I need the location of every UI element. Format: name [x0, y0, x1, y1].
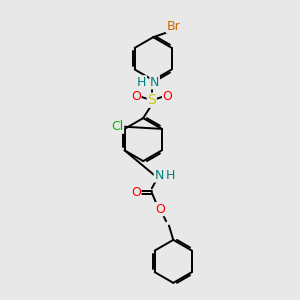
- Text: Br: Br: [167, 20, 180, 33]
- Text: O: O: [155, 202, 165, 216]
- Text: N: N: [154, 169, 164, 182]
- Text: N: N: [150, 76, 159, 89]
- Text: O: O: [131, 186, 141, 199]
- Text: O: O: [131, 90, 141, 103]
- Text: O: O: [163, 90, 172, 103]
- Text: H: H: [137, 76, 146, 89]
- Text: H: H: [166, 169, 175, 182]
- Text: Cl: Cl: [111, 120, 124, 133]
- Text: S: S: [147, 93, 156, 107]
